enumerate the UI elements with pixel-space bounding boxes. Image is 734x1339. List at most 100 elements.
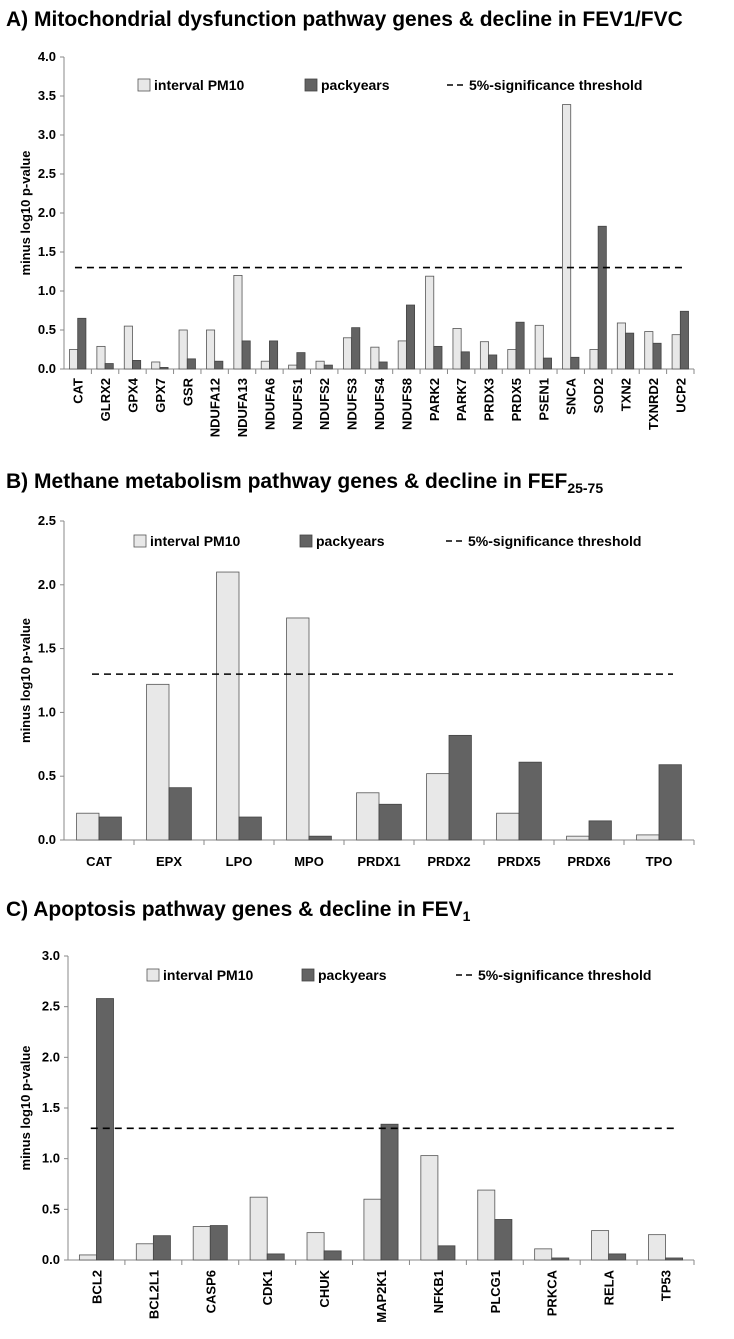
- c2-legend-label-threshold: 5%-significance threshold: [478, 967, 651, 983]
- c2-bar-pm10-map2k1: [363, 1198, 382, 1261]
- c2-category-label: BCL2: [89, 1270, 104, 1304]
- c0-category-label: NDUFA6: [262, 378, 277, 430]
- c0-bar-packyears-txn2: [625, 332, 635, 370]
- c2-bar-packyears-rela: [608, 1253, 627, 1261]
- c2-category-label: TP53: [659, 1270, 674, 1301]
- c0-y-tick-label: 3.5: [38, 88, 56, 103]
- c1-bar-packyears-prdx2: [448, 734, 472, 841]
- c0-bar-pm10-park2: [425, 275, 435, 370]
- c0-bar-pm10-gpx7: [151, 361, 161, 370]
- c1-y-tick-label: 2.5: [38, 513, 56, 528]
- c0-bar-packyears-gpx7: [159, 367, 169, 370]
- c1-y-axis-label: minus log10 p-value: [18, 618, 33, 743]
- c2-category-label: CASP6: [203, 1270, 218, 1313]
- panel-b-label: B): [6, 470, 29, 493]
- c1-bar-pm10-lpo: [216, 571, 240, 841]
- c0-legend-label-packyears: packyears: [321, 77, 390, 93]
- c0-legend-swatch-packyears: [304, 78, 318, 92]
- c2-y-axis-label: minus log10 p-value: [18, 1046, 33, 1171]
- c0-category-label: GPX7: [153, 378, 168, 413]
- c0-category-label: PARK2: [427, 378, 442, 421]
- c1-y-tick-label: 1.0: [38, 704, 56, 719]
- c1-category-label: PRDX5: [497, 854, 540, 869]
- c2-y-tick-label: 1.5: [42, 1100, 60, 1115]
- c1-bar-packyears-prdx1: [378, 803, 402, 841]
- c0-category-label: PRDX3: [482, 378, 497, 421]
- c2-bar-pm10-rela: [591, 1230, 610, 1261]
- c2-bar-pm10-casp6: [192, 1226, 211, 1261]
- c2-bar-packyears-bcl2l1: [152, 1235, 171, 1261]
- c0-bar-pm10-gsr: [178, 329, 188, 370]
- c2-bar-packyears-tp53: [665, 1257, 684, 1261]
- c0-category-label: NDUFA13: [235, 378, 250, 437]
- c0-category-label: NDUFS2: [317, 378, 332, 430]
- c1-category-label: PRDX2: [427, 854, 470, 869]
- c1-y-tick-label: 2.0: [38, 577, 56, 592]
- c0-bar-pm10-park7: [452, 328, 462, 370]
- c2-bar-pm10-tp53: [648, 1234, 666, 1261]
- c2-bar-packyears-nfkb1: [437, 1245, 456, 1261]
- c0-category-label: NDUFA12: [208, 378, 223, 437]
- c2-bar-packyears-cdk1: [266, 1253, 285, 1261]
- c0-y-tick-label: 3.0: [38, 127, 56, 142]
- c2-category-label: CDK1: [260, 1270, 275, 1305]
- c1-legend-label-threshold: 5%-significance threshold: [468, 533, 641, 549]
- c1-category-label: EPX: [156, 854, 182, 869]
- c0-bar-packyears-ndufa12: [214, 360, 224, 370]
- c0-legend-label-pm10: interval PM10: [154, 77, 244, 93]
- c2-bar-packyears-prkca: [551, 1257, 570, 1261]
- c0-bar-packyears-park2: [433, 345, 443, 370]
- c1-bar-packyears-cat: [98, 816, 122, 841]
- c0-bar-pm10-ndufa12: [206, 329, 216, 370]
- c0-bar-packyears-ndufs2: [323, 364, 333, 370]
- c2-category-label: NFKB1: [431, 1270, 446, 1313]
- c0-bar-pm10-gpx4: [123, 325, 133, 370]
- c1-category-label: MPO: [294, 854, 324, 869]
- panel-b-title: B) Methane metabolism pathway genes & de…: [6, 470, 603, 496]
- c0-y-tick-label: 2.0: [38, 205, 56, 220]
- c2-legend-label-packyears: packyears: [318, 967, 387, 983]
- c0-bar-packyears-snca: [570, 356, 580, 370]
- c2-y-tick-label: 0.0: [42, 1252, 60, 1267]
- c0-bar-pm10-ndufs4: [370, 346, 380, 370]
- c0-bar-packyears-txnrd2: [652, 342, 662, 370]
- panel-b-title-text: Methane metabolism pathway genes & decli…: [34, 470, 568, 493]
- c0-bar-packyears-prdx5: [515, 321, 525, 370]
- c1-y-tick-label: 0.5: [38, 768, 56, 783]
- c0-y-tick-label: 1.0: [38, 283, 56, 298]
- c0-bar-packyears-ndufs1: [296, 352, 306, 370]
- c0-bar-packyears-ndufs3: [351, 327, 361, 370]
- c0-category-label: NDUFS1: [290, 378, 305, 430]
- c1-legend-label-pm10: interval PM10: [150, 533, 240, 549]
- c0-y-axis-label: minus log10 p-value: [18, 151, 33, 276]
- c1-bar-packyears-prdx6: [588, 820, 612, 841]
- c0-y-tick-label: 0.0: [38, 361, 56, 376]
- c2-legend-label-pm10: interval PM10: [163, 967, 253, 983]
- c2-category-label: PLCG1: [488, 1270, 503, 1313]
- panel-c-label: C): [6, 898, 29, 921]
- c1-category-label: TPO: [646, 854, 673, 869]
- c1-bar-packyears-epx: [168, 787, 192, 841]
- c0-bar-packyears-prdx3: [488, 354, 498, 370]
- panel-c-title: C) Apoptosis pathway genes & decline in …: [6, 898, 470, 924]
- c1-bar-packyears-mpo: [308, 835, 332, 841]
- c1-bar-packyears-prdx5: [518, 761, 542, 841]
- c0-bar-packyears-glrx2: [104, 363, 114, 370]
- c1-bar-pm10-mpo: [286, 617, 310, 841]
- c2-bar-pm10-plcg1: [477, 1189, 496, 1261]
- c0-category-label: SNCA: [564, 377, 579, 414]
- c2-bar-pm10-cdk1: [249, 1196, 268, 1261]
- c2-category-label: MAP2K1: [374, 1270, 389, 1323]
- panel-a-title-text: Mitochondrial dysfunction pathway genes …: [34, 8, 683, 31]
- c2-category-label: PRKCA: [545, 1269, 560, 1316]
- c2-bar-pm10-chuk: [306, 1232, 325, 1261]
- c0-category-label: TXNRD2: [646, 378, 661, 430]
- c0-bar-pm10-snca: [562, 104, 572, 370]
- c2-legend-swatch-pm10: [146, 968, 160, 982]
- c2-bar-pm10-bcl2l1: [135, 1243, 154, 1261]
- c1-y-tick-label: 0.0: [38, 832, 56, 847]
- c0-bar-pm10-psen1: [534, 324, 544, 370]
- c0-category-label: UCP2: [673, 378, 688, 413]
- c2-y-tick-label: 2.0: [42, 1049, 60, 1064]
